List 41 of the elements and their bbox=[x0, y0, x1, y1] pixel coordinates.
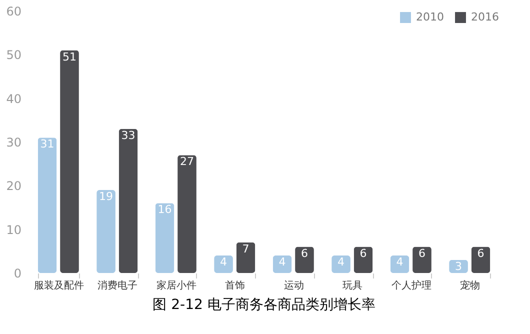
data-label: 6 bbox=[418, 246, 426, 260]
bar bbox=[155, 203, 174, 273]
data-label: 6 bbox=[477, 246, 484, 260]
bar bbox=[178, 155, 196, 273]
text: 图 2-12 电子商务各商品类别增长率 bbox=[152, 297, 376, 313]
y-tick-label: 30 bbox=[6, 136, 22, 150]
data-label: 27 bbox=[180, 155, 194, 168]
bar bbox=[96, 190, 116, 273]
y-tick-label: 50 bbox=[6, 48, 22, 62]
data-label: 4 bbox=[278, 256, 286, 269]
x-tick-label: 服装及配件 bbox=[34, 280, 84, 292]
x-tick-label: 运动 bbox=[284, 280, 304, 292]
y-tick-label: 40 bbox=[6, 92, 22, 106]
data-label: 3 bbox=[455, 260, 462, 273]
y-tick-label: 10 bbox=[6, 222, 22, 237]
y-tick-label: 0 bbox=[14, 266, 22, 280]
bar bbox=[236, 242, 256, 273]
legend-label: 2010 bbox=[416, 10, 444, 24]
legend-label: 2016 bbox=[471, 10, 499, 24]
x-tick-label: 玩具 bbox=[342, 280, 363, 292]
x-tick-label: 个人护理 bbox=[391, 280, 432, 292]
bar bbox=[60, 50, 79, 273]
y-tick-label: 60 bbox=[6, 4, 22, 18]
data-label: 6 bbox=[300, 246, 308, 260]
bar bbox=[118, 128, 138, 273]
bar bbox=[38, 138, 57, 273]
data-label: 31 bbox=[40, 138, 54, 151]
data-label: 19 bbox=[99, 190, 114, 204]
data-label: 4 bbox=[338, 256, 345, 269]
data-label: 4 bbox=[396, 256, 404, 269]
data-label: 16 bbox=[158, 203, 172, 216]
x-tick-label: 宠物 bbox=[460, 280, 480, 292]
data-label: 4 bbox=[220, 256, 228, 269]
x-tick-label: 首饰 bbox=[225, 280, 246, 292]
x-tick-label: 消费电子 bbox=[98, 280, 138, 292]
data-label: 6 bbox=[360, 246, 367, 260]
data-label: 33 bbox=[121, 128, 136, 142]
x-tick-label: 家居小件 bbox=[156, 280, 196, 292]
data-label: 51 bbox=[62, 50, 76, 64]
y-tick-label: 20 bbox=[6, 179, 22, 194]
data-label: 7 bbox=[242, 242, 250, 256]
